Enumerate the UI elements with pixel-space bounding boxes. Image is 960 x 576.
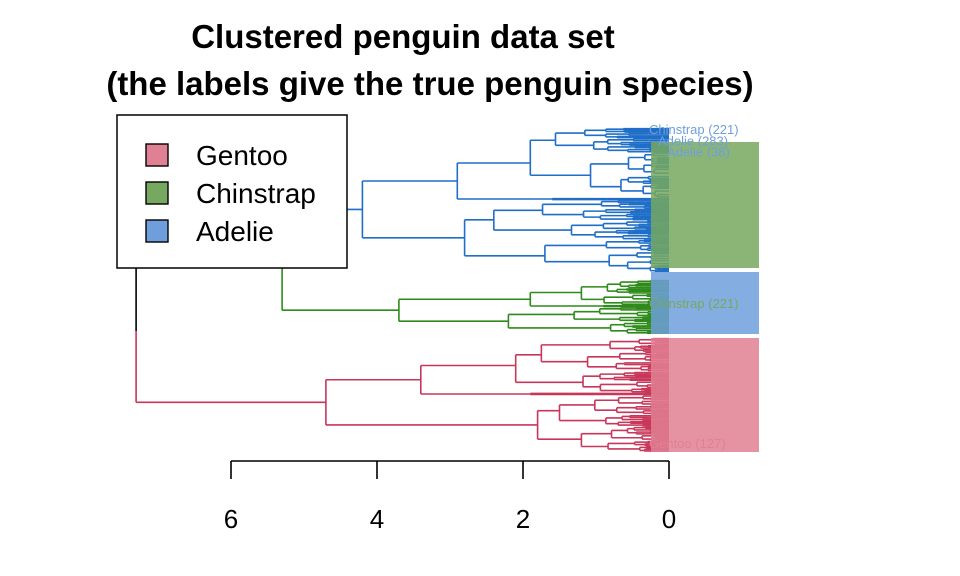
legend-swatch [145,219,169,243]
chart-title-line-2: (the labels give the true penguin specie… [106,65,753,102]
leaf-label-adelie: Adelie (38) [667,145,730,160]
legend-label: Adelie [196,216,274,247]
leaf-label-gentoo: Gentoo (127) [649,436,726,451]
legend: Gentoo Chinstrap Adelie [116,114,348,269]
leaf-label-mass-adelie-region [651,142,759,268]
x-tick-label: 0 [662,504,676,534]
leaf-label-adelie: Adelie (283) [658,133,728,148]
cluster-gentoo [325,337,669,452]
leaf-label-mass-chinstrap-region [651,272,759,334]
legend-swatch [145,181,169,205]
x-tick-label: 4 [370,504,384,534]
legend-label: Chinstrap [196,178,316,209]
x-tick-label: 6 [224,504,238,534]
cluster-adelie [361,127,669,273]
x-tick-label: 2 [516,504,530,534]
legend-swatch [145,143,169,167]
leaf-labels: Chinstrap (221)Adelie (283)Adelie (38)Ch… [649,122,759,452]
x-axis: 6 4 2 0 [224,460,676,534]
leaf-label-chinstrap: Chinstrap (221) [649,296,739,311]
leaf-label-adelie: Chinstrap (221) [649,122,739,137]
chart-title-line-1: Clustered penguin data set [191,18,615,55]
legend-label: Gentoo [196,140,288,171]
cluster-chinstrap [398,279,669,335]
leaf-label-mass-gentoo-region [651,338,759,452]
